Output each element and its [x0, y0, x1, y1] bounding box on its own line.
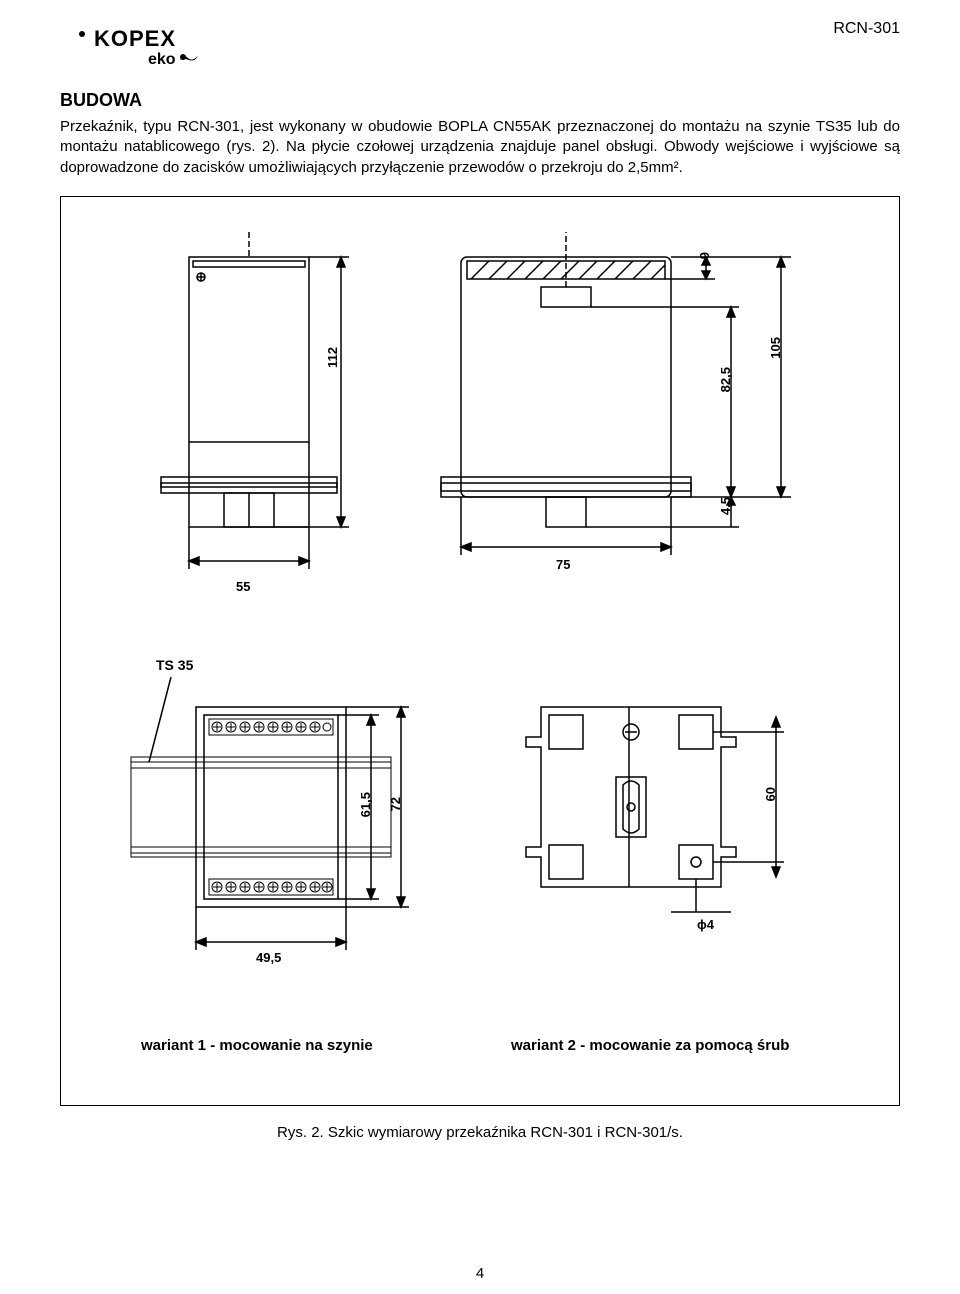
page: KOPEX eko RCN-301 BUDOWA Przekaźnik, typ…	[0, 0, 960, 1294]
svg-text:KOPEX: KOPEX	[94, 26, 176, 51]
svg-text:eko: eko	[148, 51, 176, 68]
dim-9: 9	[697, 252, 712, 259]
page-number: 4	[0, 1265, 960, 1282]
section-paragraph: Przekaźnik, typu RCN-301, jest wykonany …	[60, 117, 900, 178]
dim-72: 72	[388, 797, 403, 811]
logo: KOPEX eko	[60, 20, 220, 70]
dim-60: 60	[763, 787, 778, 801]
drawing-top-right	[431, 227, 831, 587]
figure-frame: 112 55	[60, 196, 900, 1106]
dim-112: 112	[325, 347, 340, 368]
drawing-top-left	[111, 227, 411, 587]
header: KOPEX eko RCN-301	[60, 20, 900, 70]
dim-61-5: 61,5	[358, 792, 373, 817]
dim-75: 75	[556, 557, 570, 572]
section-title: BUDOWA	[60, 90, 900, 111]
drawing-bottom-right	[501, 687, 821, 987]
figure-caption: Rys. 2. Szkic wymiarowy przekaźnika RCN-…	[60, 1124, 900, 1141]
dim-4-5: 4,5	[718, 497, 733, 515]
variant-1-label: wariant 1 - mocowanie na szynie	[141, 1037, 373, 1054]
variant-2-label: wariant 2 - mocowanie za pomocą śrub	[511, 1037, 789, 1054]
doc-code: RCN-301	[833, 20, 900, 38]
drawing-bottom-left	[111, 667, 431, 987]
dim-phi4: ϕ4	[697, 917, 714, 932]
dim-55: 55	[236, 579, 250, 594]
dim-82-5: 82,5	[718, 367, 733, 392]
dim-105: 105	[768, 337, 783, 359]
dim-49-5: 49,5	[256, 950, 281, 965]
